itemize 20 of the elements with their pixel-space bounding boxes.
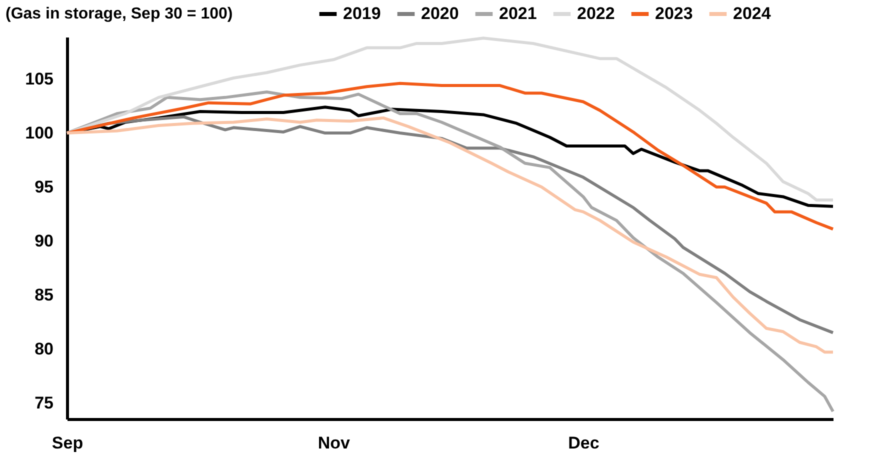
x-tick-label: Nov bbox=[318, 434, 351, 452]
line-series bbox=[66, 36, 834, 202]
y-axis-title: (Gas in storage, Sep 30 = 100) bbox=[6, 6, 233, 22]
y-tick-label: 75 bbox=[34, 393, 54, 412]
legend-label: 2020 bbox=[421, 4, 459, 23]
y-tick-label: 90 bbox=[34, 231, 54, 250]
y-tick-label: 80 bbox=[34, 339, 54, 358]
y-tick-label: 100 bbox=[25, 124, 54, 143]
y-tick-label: 95 bbox=[34, 177, 54, 196]
y-tick-label: 105 bbox=[25, 70, 54, 89]
legend-label: 2022 bbox=[577, 4, 615, 23]
line-series bbox=[66, 82, 834, 231]
legend-label: 2023 bbox=[655, 4, 693, 23]
legend-label: 2024 bbox=[733, 4, 772, 23]
x-tick-label: Dec bbox=[568, 434, 600, 452]
y-tick-label: 85 bbox=[34, 285, 54, 304]
line-series bbox=[66, 90, 834, 413]
legend-label: 2021 bbox=[499, 4, 537, 23]
legend-label: 2019 bbox=[343, 4, 381, 23]
x-tick-label: Sep bbox=[52, 434, 84, 452]
